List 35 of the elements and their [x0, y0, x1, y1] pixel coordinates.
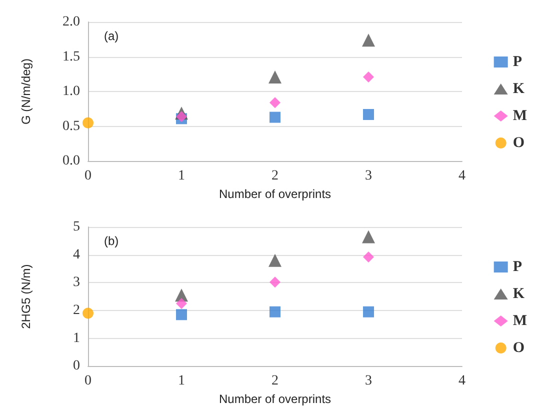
- x-tick-label: 0: [84, 168, 92, 184]
- y-tick-label: 4: [73, 247, 80, 262]
- legend-label: P: [512, 54, 522, 70]
- y-tick-label: 1.0: [62, 84, 80, 100]
- legend-label: K: [512, 286, 525, 302]
- x-tick-label: 1: [178, 168, 185, 184]
- y-tick-label: 2.0: [62, 14, 80, 30]
- x-tick-label: 0: [84, 374, 92, 389]
- y-tick-label: 1.5: [62, 49, 80, 64]
- y-tick-label: 2: [73, 302, 80, 318]
- x-axis-title: Number of overprints: [218, 187, 332, 201]
- x-tick-label: 3: [365, 168, 372, 184]
- annotation: (b): [104, 234, 119, 248]
- x-tick-label: 3: [365, 374, 372, 389]
- x-tick-label: 2: [272, 374, 278, 389]
- y-tick-label: 0.5: [62, 118, 80, 134]
- x-tick-label: 1: [178, 374, 185, 389]
- legend-label: M: [512, 108, 528, 124]
- annotation: (a): [104, 29, 119, 43]
- legend-label: K: [512, 81, 525, 97]
- x-axis-title: Number of overprints: [218, 392, 332, 406]
- y-tick-label: 1: [73, 330, 80, 346]
- legend-label: M: [512, 313, 528, 329]
- y-tick-label: 0: [73, 358, 80, 374]
- x-tick-label: 2: [272, 168, 278, 184]
- y-tick-label: 5: [73, 220, 80, 234]
- legend-label: P: [512, 259, 522, 275]
- y-axis-title: 2HG5 (N/m): [19, 264, 33, 329]
- legend-label: O: [512, 135, 525, 151]
- y-tick-label: 3: [73, 275, 80, 290]
- legend-label: O: [512, 340, 525, 356]
- y-tick-label: 0.0: [62, 154, 80, 169]
- x-tick-label: 4: [458, 374, 466, 389]
- y-axis-title: G (N/m/deg): [19, 58, 33, 125]
- x-tick-label: 4: [458, 168, 466, 184]
